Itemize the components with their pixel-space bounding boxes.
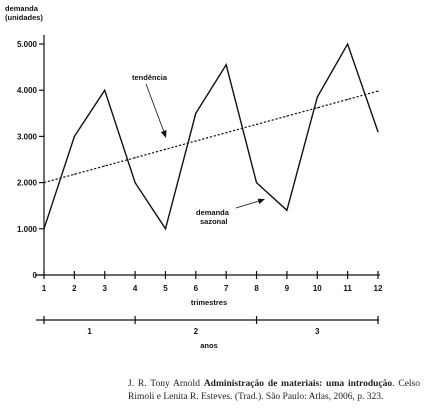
trend-point	[164, 148, 167, 150]
year-label: 3	[315, 327, 320, 336]
demand-point	[43, 228, 45, 230]
x-tick-label: 3	[103, 284, 108, 293]
trend-annotation-arrow	[145, 83, 165, 133]
trend-point	[225, 132, 227, 134]
year-label: 1	[87, 327, 92, 336]
trend-point	[316, 107, 318, 109]
trend-point	[43, 182, 45, 184]
y-axis-title-line1: demanda	[5, 4, 39, 13]
y-tick-label: 3.000	[17, 132, 38, 141]
year-ticks: 1 2 3	[43, 316, 379, 336]
seasonal-annotation-arrowhead	[257, 198, 265, 205]
demand-point	[195, 112, 197, 114]
seasonal-demand-line	[43, 42, 379, 231]
series-layer	[43, 42, 379, 231]
years-axis-title: anos	[200, 341, 218, 350]
x-tick-label: 10	[313, 284, 322, 293]
demand-point	[134, 182, 136, 184]
demand-point	[347, 43, 349, 45]
trend-point	[134, 157, 136, 159]
trend-point	[104, 165, 106, 167]
demand-point	[286, 209, 288, 211]
trend-point	[255, 123, 258, 125]
x-tick-label: 6	[194, 284, 199, 293]
y-tick-label: 2.000	[17, 179, 38, 188]
x-tick-label: 5	[163, 284, 168, 293]
x-tick-label: 7	[224, 284, 229, 293]
x-tick-label: 9	[285, 284, 290, 293]
trend-point	[286, 115, 288, 117]
demand-point	[73, 135, 75, 137]
y-axis-title-line2: (unidades)	[5, 13, 43, 22]
source-title: Administração de materiais: uma introduç…	[203, 379, 393, 389]
seasonal-annotation-line1: demanda	[196, 208, 230, 217]
x-axis-title: trimestres	[191, 298, 227, 307]
x-tick-label: 2	[72, 284, 77, 293]
seasonal-annotation-line2: sazonal	[200, 217, 228, 226]
demand-point	[225, 64, 227, 66]
trend-point	[377, 90, 379, 92]
y-tick-label: 1.000	[17, 225, 38, 234]
demand-point	[255, 182, 258, 184]
demand-point	[316, 96, 318, 98]
chart-axes	[35, 35, 380, 321]
x-ticks: 1 2 3 4 5 6 7 8 9 10 11 12	[42, 271, 383, 293]
x-tick-label: 11	[343, 284, 352, 293]
y-tick-label: 4.000	[17, 86, 38, 95]
source-author: J. R. Tony Arnold	[128, 379, 200, 389]
y-tick-label: 5.000	[17, 40, 38, 49]
year-label: 2	[194, 327, 199, 336]
y-ticks: 0 1.000 2.000 3.000 4.000 5.000	[17, 40, 44, 280]
trend-point	[195, 140, 197, 142]
demand-point	[164, 228, 167, 230]
trend-point	[73, 173, 75, 175]
x-tick-label: 1	[42, 284, 47, 293]
trend-annotation-arrowhead	[160, 130, 167, 138]
demand-point	[104, 89, 106, 91]
demand-point	[377, 131, 379, 133]
trend-point	[347, 98, 349, 101]
source-rest: . Celso Rimoli e Lenita R. Esteves. (Tra…	[128, 379, 421, 402]
source-citation: J. R. Tony Arnold Administração de mater…	[128, 378, 420, 404]
x-tick-label: 4	[133, 284, 138, 293]
seasonal-annotation-arrow	[235, 200, 260, 209]
y-tick-label: 0	[33, 271, 38, 280]
trend-line	[43, 90, 379, 184]
x-tick-label: 12	[374, 284, 383, 293]
x-tick-label: 8	[254, 284, 259, 293]
trend-annotation: tendência	[132, 73, 168, 82]
